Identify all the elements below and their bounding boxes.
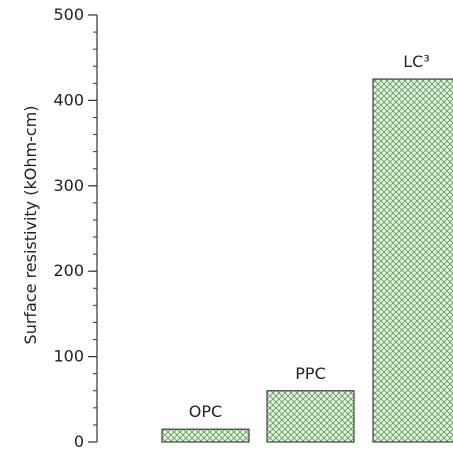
y-axis-title: Surface resistivity (kOhm-cm) bbox=[21, 106, 40, 345]
y-tick-label: 100 bbox=[53, 347, 84, 366]
y-tick-label: 200 bbox=[53, 261, 84, 280]
bar-2 bbox=[372, 78, 453, 443]
bar-0 bbox=[161, 428, 250, 443]
bar-label-1: PPC bbox=[295, 364, 325, 383]
y-tick-label: 300 bbox=[53, 176, 84, 195]
bar-1 bbox=[266, 390, 355, 443]
bars bbox=[161, 78, 453, 443]
y-major-ticks bbox=[88, 14, 97, 443]
y-tick-labels: 0 100 200 300 400 500 bbox=[53, 5, 84, 450]
bar-label-0: OPC bbox=[189, 402, 222, 421]
bar-labels: OPC PPC LC³ bbox=[189, 52, 430, 421]
bar-label-2: LC³ bbox=[403, 52, 430, 71]
y-tick-label: 0 bbox=[74, 432, 84, 450]
y-tick-label: 400 bbox=[53, 90, 84, 109]
y-tick-label: 500 bbox=[53, 5, 84, 24]
